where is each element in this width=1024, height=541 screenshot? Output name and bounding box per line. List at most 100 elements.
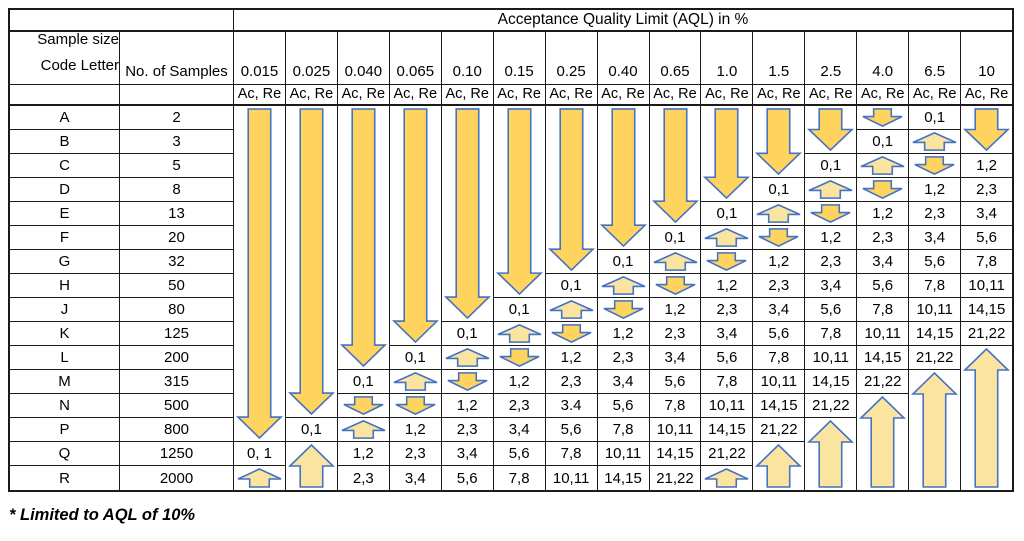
plan-value-cell: 10,11 — [857, 322, 909, 346]
arrow-cell — [857, 394, 908, 490]
ac-re-header: Ac, Re — [701, 85, 754, 104]
samples-cell: 80 — [120, 298, 233, 322]
plan-value-cell: 21,22 — [961, 322, 1013, 346]
ac-re-header: Ac, Re — [753, 85, 806, 104]
up-arrow-icon — [598, 274, 649, 297]
up-arrow-icon — [338, 418, 389, 441]
plan-value-cell: 2,3 — [493, 394, 545, 418]
plan-value-cell: 1,2 — [441, 394, 493, 418]
code-letter-cell: P — [10, 418, 119, 442]
plan-value-cell: 2,3 — [441, 418, 493, 442]
plan-value-cell: 2,3 — [701, 298, 753, 322]
arrow-cell — [441, 370, 493, 394]
up-arrow-icon — [286, 442, 337, 490]
plan-value-cell: 10,11 — [552, 469, 590, 487]
plan-value-cell: 5,6 — [857, 274, 909, 298]
up-arrow-icon — [234, 466, 285, 490]
code-letter-cell: F — [10, 226, 119, 250]
up-arrow-icon — [961, 346, 1012, 490]
arrow-cell — [805, 106, 857, 154]
plan-value-cell: 2,3 — [805, 250, 857, 274]
arrow-cell — [701, 250, 753, 274]
plan-value-cell: 1,2 — [337, 442, 389, 466]
code-letter-cell: A — [10, 106, 119, 130]
up-arrow-icon — [390, 370, 441, 393]
arrow-cell — [701, 226, 753, 250]
plan-value-cell: 3,4 — [649, 346, 701, 370]
down-arrow-icon — [546, 322, 597, 345]
aql-column-header: 0.025 — [286, 32, 338, 84]
plan-value-cell: 7,8 — [805, 322, 857, 346]
plan-value-cell: 0,1 — [857, 130, 909, 154]
samples-cell: 200 — [120, 346, 233, 370]
aql-column: 0,1 1,2 2,3 3,4 5,6 7,8 10,11 14,15 21,22 — [649, 106, 702, 490]
arrow-cell — [649, 250, 701, 274]
arrow-cell — [493, 106, 545, 298]
aql-column-header: 1.0 — [701, 32, 754, 84]
table-title: Acceptance Quality Limit (AQL) in % — [497, 11, 749, 29]
down-arrow-icon — [701, 106, 752, 201]
up-arrow-icon — [494, 322, 545, 345]
aql-column-header: 6.5 — [909, 32, 962, 84]
footnote: * Limited to AQL of 10% — [9, 506, 196, 524]
aql-column: 1,2 2,3 3,4 5,6 7,8 10,11 14,15 21,22 — [961, 106, 1013, 490]
code-letter-cell: J — [10, 298, 119, 322]
plan-value-cell: 14,15 — [857, 346, 909, 370]
plan-value-cell: 1,2 — [857, 202, 909, 226]
plan-value-cell: 21,22 — [656, 469, 694, 487]
aql-column: 0,1 — [285, 106, 338, 490]
arrow-cell — [805, 418, 856, 490]
arrow-cell — [285, 106, 337, 418]
arrow-cell — [805, 178, 857, 202]
up-arrow-icon — [701, 466, 752, 490]
plan-value-cell: 10,11 — [649, 418, 701, 442]
plan-value-cell: 14,15 — [805, 370, 857, 394]
plan-value-cell: 21,22 — [857, 370, 909, 394]
plan-value-cell: 2,3 — [597, 346, 649, 370]
plan-value-cell: 5,6 — [753, 322, 805, 346]
plan-value-cell: 14,15 — [649, 442, 701, 466]
plan-value-cell: 3,4 — [597, 370, 649, 394]
code-letter-cell: L — [10, 346, 119, 370]
plan-value-cell: 2,3 — [857, 226, 909, 250]
samples-cell: 50 — [120, 274, 233, 298]
plan-value-cell: 21,22 — [701, 442, 753, 466]
plan-value-cell: 10,11 — [909, 298, 961, 322]
up-arrow-icon — [650, 250, 701, 273]
samples-cell: 3 — [120, 130, 233, 154]
code-letter-cell: R — [59, 469, 70, 487]
acre-blank-code-cell — [10, 85, 120, 104]
arrow-cell — [753, 226, 805, 250]
arrow-cell — [597, 274, 649, 298]
aql-column: 0,1 1,2 2,3 3,4 5,6 7,8 10,11 14,15 — [597, 106, 650, 490]
down-arrow-icon — [805, 106, 856, 153]
aql-column: 0,1 1,2 2,3 3,4 5,6 7,8 10,11 14,15 21,22 — [805, 106, 858, 490]
plan-value-cell: 0,1 — [441, 322, 493, 346]
plan-value-cell: 2,3 — [961, 178, 1013, 202]
ac-re-header: Ac, Re — [857, 85, 910, 104]
samples-cell: 8 — [120, 178, 233, 202]
plan-value-cell: 0,1 — [909, 106, 961, 130]
ac-re-header: Ac, Re — [234, 85, 286, 104]
plan-value-cell: 14,15 — [961, 298, 1013, 322]
up-arrow-icon — [857, 394, 908, 490]
plan-value-cell: 10,11 — [753, 370, 805, 394]
plan-value-cell: 3,4 — [805, 274, 857, 298]
plan-value-cell: 2,3 — [389, 442, 441, 466]
plan-value-cell: 2,3 — [352, 469, 374, 487]
plan-value-cell: 14,15 — [701, 418, 753, 442]
down-arrow-icon — [753, 106, 804, 177]
plan-value-cell: 10,11 — [805, 346, 857, 370]
arrow-cell — [909, 130, 961, 154]
plan-value-cell: 1,2 — [493, 370, 545, 394]
plan-value-cell: 3,4 — [404, 469, 426, 487]
arrow-cell — [753, 106, 805, 178]
code-letter-cell: K — [10, 322, 119, 346]
code-letter-header-line1: Sample size — [37, 31, 119, 48]
code-letter-cell: N — [10, 394, 119, 418]
plan-value-cell: 3,4 — [753, 298, 805, 322]
plan-value-cell: 7,8 — [597, 418, 649, 442]
arrow-cell — [649, 274, 701, 298]
down-arrow-icon — [857, 178, 908, 201]
